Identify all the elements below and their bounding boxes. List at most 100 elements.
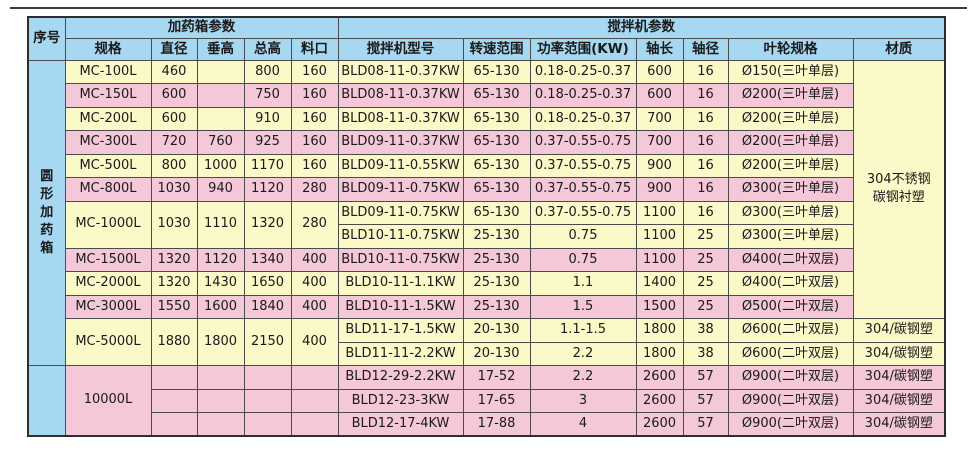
- table-cell: BLD11-11-2.2KW: [337, 341, 464, 366]
- table-cell: 700: [635, 106, 684, 131]
- table-cell: 1120: [196, 247, 245, 272]
- table-cell: Ø400(二叶双层): [727, 247, 854, 272]
- table-cell: MC-1000L: [64, 200, 152, 249]
- table-row: BLD12-23-3KW 17-65 3 2600 57 Ø900(二叶双层) 304/碳钢…: [28, 388, 946, 413]
- table-cell: [290, 412, 339, 437]
- table-row: MC-1500L 1320 1120 1340 400 BLD10-11-0.75KW 25…: [28, 247, 945, 272]
- table-cell: [196, 412, 245, 437]
- table-row: 圆形加药箱 MC-100L 460 800 160 BLD08-11-0.37KW 65-1…: [27, 59, 946, 366]
- table-cell: 3: [529, 388, 637, 413]
- table-cell: MC-300L: [64, 130, 152, 155]
- table-cell: 16: [682, 83, 729, 108]
- table-cell: 600: [635, 83, 684, 108]
- header-power-range: 功率范围(KW): [529, 37, 637, 61]
- table-cell: 16: [682, 106, 729, 131]
- table-cell: [196, 388, 245, 413]
- table-cell: 1030: [150, 177, 198, 202]
- table-cell: 0.18-0.25-0.37: [529, 106, 637, 131]
- header-diameter: 直径: [150, 37, 198, 61]
- table-cell: 720: [150, 130, 198, 155]
- table-row: MC-800L 1030 940 1120 280 BLD09-11-0.75KW 65-1…: [28, 177, 945, 202]
- table-cell: BLD09-11-0.37KW: [337, 130, 464, 155]
- table-cell: 160: [290, 106, 339, 131]
- table-cell: 900: [635, 153, 684, 178]
- table-cell: MC-2000L: [64, 271, 152, 296]
- table-cell: 20-130: [462, 318, 531, 343]
- header-mixer-model: 搅拌机型号: [337, 37, 464, 61]
- table-cell: 600: [150, 83, 198, 108]
- header-spec: 规格: [64, 37, 152, 61]
- dosing-box-mixer-parameters-table: 序号 加药箱参数 搅拌机参数 规格 直径 垂高 总高 料口 搅拌机型号 转速范围 功率范围(KW) 轴…: [27, 16, 947, 437]
- table-cell: Ø900(二叶双层): [727, 412, 854, 437]
- table-cell: 17-88: [462, 412, 531, 437]
- table-cell: 2.2: [529, 341, 637, 366]
- table-header: 序号 加药箱参数 搅拌机参数 规格 直径 垂高 总高 料口 搅拌机型号 转速范围 功率范围(KW) 轴…: [27, 16, 946, 61]
- table-cell: 2600: [635, 388, 684, 413]
- table-cell: 1320: [243, 200, 292, 249]
- table-cell: 25: [682, 247, 729, 272]
- table-cell: 160: [290, 59, 339, 84]
- table-cell: Ø300(三叶单层): [727, 200, 854, 225]
- table-cell: 280: [290, 177, 339, 202]
- table-cell: MC-3000L: [64, 294, 152, 319]
- table-cell: MC-1500L: [64, 247, 152, 272]
- table-cell: 160: [290, 130, 339, 155]
- table-cell: 1100: [635, 224, 684, 249]
- table-cell: Ø600(二叶双层): [727, 318, 854, 343]
- table-row: MC-5000L 1880 1800 2150 400 BLD11-17-1.5KW 20-…: [28, 318, 946, 366]
- table-cell: Ø200(三叶单层): [727, 153, 854, 178]
- table-cell: BLD09-11-0.75KW: [337, 177, 464, 202]
- header-row: 序号 加药箱参数 搅拌机参数: [27, 16, 946, 61]
- table-cell: 600: [635, 59, 684, 84]
- table-cell: 304/碳钢塑: [852, 412, 946, 437]
- table-cell: MC-150L: [64, 83, 152, 108]
- table-cell: BLD09-11-0.75KW: [337, 200, 464, 225]
- table-cell: 2600: [635, 365, 684, 390]
- table-cell: 65-130: [462, 153, 531, 178]
- table-cell: 65-130: [462, 130, 531, 155]
- table-cell: 925: [243, 130, 292, 155]
- table-cell: 20-130: [462, 341, 531, 366]
- table-cell: 17-52: [462, 365, 531, 390]
- table-cell: BLD12-29-2.2KW: [337, 365, 464, 390]
- table-cell: [290, 388, 339, 413]
- table-cell: 800: [150, 153, 198, 178]
- table-cell: Ø500(二叶双层): [727, 294, 854, 319]
- header-shaft-length: 轴长: [635, 37, 684, 61]
- table-cell: MC-5000L: [64, 318, 152, 366]
- table-cell: 2.2: [529, 365, 637, 390]
- table-cell: Ø200(三叶单层): [727, 130, 854, 155]
- table-cell: 940: [196, 177, 245, 202]
- table-cell: BLD12-17-4KW: [337, 412, 464, 437]
- table-cell: 57: [682, 412, 729, 437]
- table-cell: 16: [682, 130, 729, 155]
- table-cell: 1800: [635, 341, 684, 366]
- table-cell: 400: [290, 271, 339, 296]
- table-row: BLD10-11-0.75KW 25-130 0.75 1100 25 Ø300(三叶单层…: [28, 224, 945, 249]
- table-row: MC-150L 600 750 160 BLD08-11-0.37KW 65-130 0.1…: [28, 83, 945, 108]
- table-row: MC-500L 800 1000 1170 160 BLD09-11-0.55KW 65-1…: [28, 153, 945, 178]
- table-cell: 16: [682, 153, 729, 178]
- table-cell: 10000L: [64, 365, 152, 437]
- table-cell: [196, 365, 245, 390]
- table-cell: [196, 83, 245, 108]
- header-material: 材质: [852, 37, 946, 61]
- table-cell: [243, 412, 292, 437]
- table-cell: 65-130: [462, 200, 531, 225]
- table-cell: 16: [682, 177, 729, 202]
- table-cell: 25: [682, 224, 729, 249]
- table-cell: 1320: [150, 247, 198, 272]
- table-cell: 16: [682, 200, 729, 225]
- table-cell: Ø200(三叶单层): [727, 83, 854, 108]
- table-cell: BLD12-23-3KW: [337, 388, 464, 413]
- table-cell: Ø300(三叶单层): [727, 224, 854, 249]
- material-merged-cell: 304不锈钢 碳钢衬塑: [852, 59, 946, 319]
- table-cell: 400: [290, 318, 339, 366]
- table-row: MC-3000L 1550 1600 1840 400 BLD10-11-1.5KW 25-…: [28, 294, 945, 319]
- table-cell: 4: [529, 412, 637, 437]
- table-cell: 1030: [150, 200, 198, 249]
- table-cell: 460: [150, 59, 198, 84]
- table-cell: 0.37-0.55-0.75: [529, 177, 637, 202]
- table-cell: 38: [682, 318, 729, 343]
- table-cell: 65-130: [462, 59, 531, 84]
